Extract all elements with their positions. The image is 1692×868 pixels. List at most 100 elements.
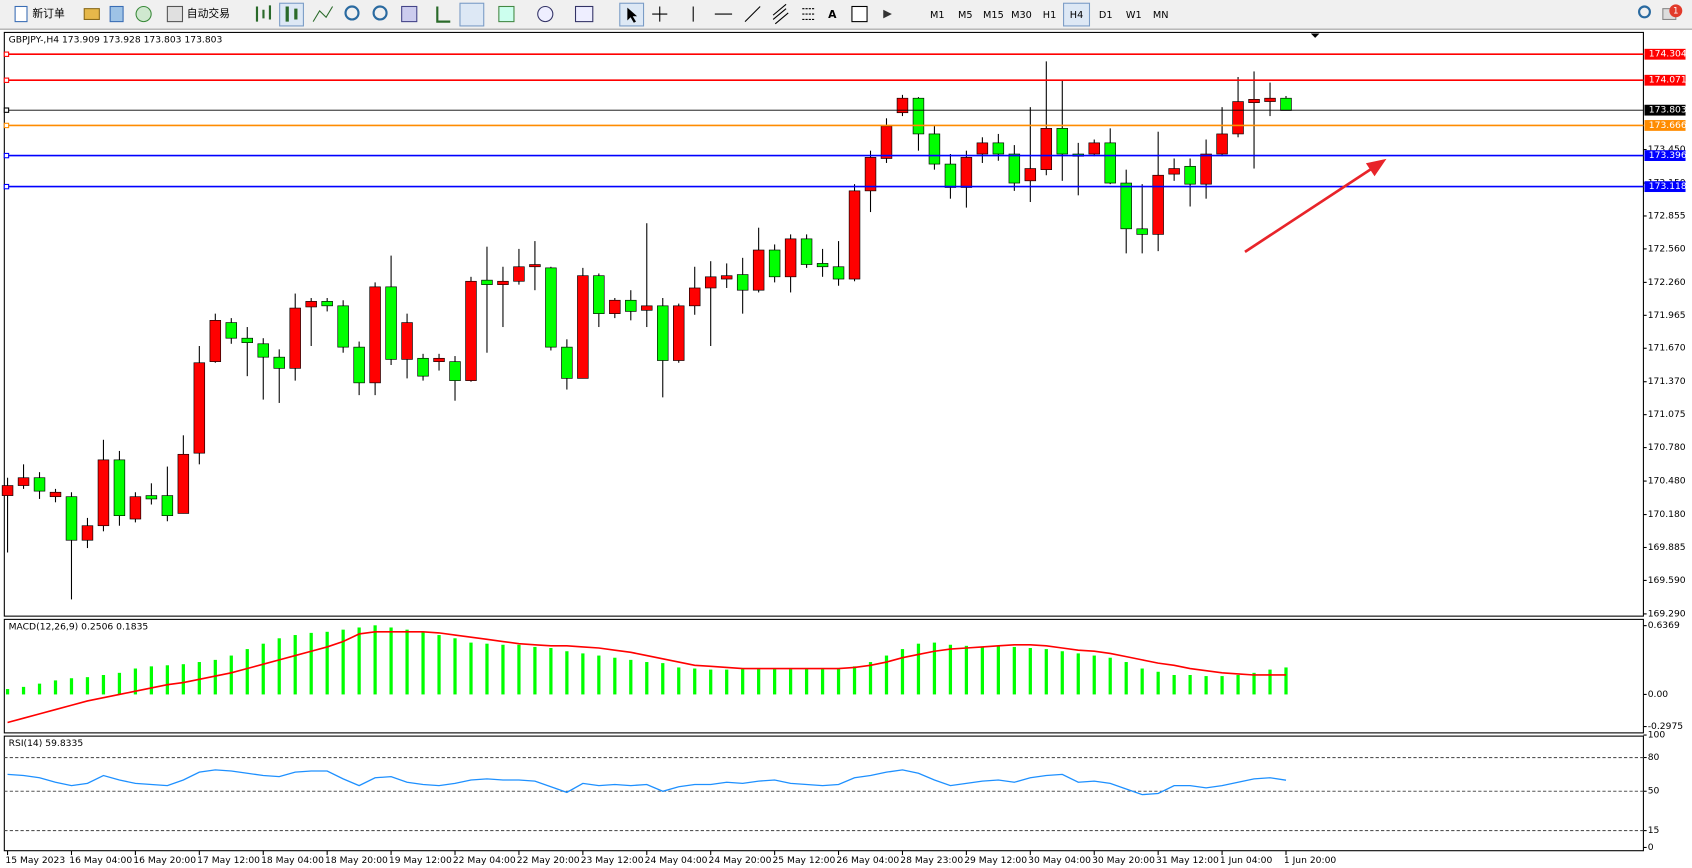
candle-body — [497, 280, 509, 285]
templates[interactable] — [574, 5, 594, 23]
y-tick-label: 0.00 — [1648, 689, 1669, 700]
rsi-pane — [3, 735, 1644, 852]
candle-body — [928, 133, 941, 165]
notification-badge[interactable] — [1669, 4, 1683, 18]
chart-shift[interactable] — [459, 2, 485, 27]
macd-bar — [1268, 669, 1272, 695]
bar-chart-icon[interactable] — [255, 5, 272, 22]
candle-body — [561, 346, 573, 379]
candle-body — [193, 362, 206, 454]
y-tick-label: 170.180 — [1648, 509, 1686, 520]
y-tick-label: 171.075 — [1648, 409, 1686, 420]
candle-body — [177, 453, 190, 514]
fibo-tool[interactable] — [802, 8, 816, 20]
text-tool[interactable]: A — [828, 8, 837, 21]
timeframe-button[interactable]: W1 — [1126, 10, 1142, 21]
candle-body — [704, 276, 717, 289]
candle-body — [481, 279, 493, 285]
candle-body — [385, 286, 397, 360]
channel-tool[interactable] — [772, 3, 789, 25]
macd-bar — [1028, 648, 1032, 695]
timeframe-button[interactable]: M15 — [983, 10, 1004, 21]
candle-body — [1008, 153, 1021, 184]
crosshair-tool[interactable] — [652, 6, 668, 22]
trendline-tool[interactable] — [744, 6, 761, 23]
y-tick-label: 171.670 — [1648, 343, 1686, 354]
level-handle — [3, 77, 10, 83]
macd-bar — [101, 674, 106, 695]
candle-body — [944, 163, 957, 188]
macd-bar — [53, 680, 58, 695]
macd-bar — [325, 631, 329, 695]
level-handle — [3, 107, 10, 113]
timeframe-button[interactable]: M1 — [930, 10, 945, 21]
level-label-bg — [1644, 181, 1686, 193]
macd-bar — [309, 632, 313, 695]
icon[interactable] — [135, 5, 152, 23]
macd-bar — [517, 644, 521, 695]
indicators[interactable] — [498, 5, 515, 23]
arrows-tool[interactable] — [883, 9, 892, 19]
candle-body — [784, 238, 797, 278]
candle-body — [800, 238, 813, 265]
toolbar-bg — [0, 0, 1692, 30]
candle-body — [1024, 168, 1037, 182]
y-tick-label: 169.590 — [1648, 575, 1686, 586]
y-tick-label: 171.370 — [1648, 376, 1686, 387]
periods[interactable] — [537, 5, 554, 23]
macd-bar — [501, 644, 505, 695]
line-chart-icon[interactable] — [312, 6, 334, 22]
autotrade-button[interactable]: 自动交易 — [187, 6, 230, 20]
timeframe-button[interactable]: H1 — [1043, 10, 1056, 21]
macd-bar — [788, 668, 793, 695]
candle-body — [625, 299, 637, 312]
search[interactable] — [1638, 5, 1651, 19]
macd-bar — [1236, 674, 1240, 695]
macd-bar — [181, 664, 185, 695]
macd-bar — [709, 669, 713, 695]
autotrade-icon[interactable] — [166, 5, 184, 23]
candle-body — [1152, 174, 1164, 235]
candle-body — [1056, 128, 1069, 155]
candle-body — [449, 361, 461, 381]
level-label-bg — [1644, 150, 1686, 161]
timeframe-button[interactable]: M30 — [1011, 10, 1032, 21]
macd-bar — [741, 668, 745, 695]
macd-bar — [948, 644, 953, 695]
x-tick-label: 23 May 12:00 — [581, 855, 644, 866]
macd-bar — [453, 638, 457, 695]
pane-title: MACD(12,26,9) 0.2506 0.1835 — [9, 621, 149, 632]
y-tick-label: 80 — [1648, 752, 1660, 763]
new-order-button[interactable]: 新订单 — [32, 6, 65, 20]
icon[interactable] — [83, 8, 100, 20]
macd-bar — [1124, 662, 1128, 695]
candle-body — [273, 356, 285, 369]
pane-title: GBPJPY-,H4 173.909 173.928 173.803 173.8… — [9, 34, 223, 45]
timeframe-button[interactable]: M5 — [958, 10, 973, 21]
autoscroll[interactable] — [436, 6, 451, 23]
zoom-out[interactable] — [372, 5, 388, 21]
macd-bar — [1092, 655, 1096, 695]
candle-body — [1, 485, 14, 496]
candle-body — [513, 266, 525, 282]
y-tick-label: 169.290 — [1648, 608, 1686, 619]
macd-bar — [693, 668, 697, 695]
candle-body — [337, 305, 349, 348]
tile-windows[interactable] — [401, 5, 418, 23]
label-tool[interactable] — [851, 5, 868, 23]
timeframe-button[interactable]: H4 — [1070, 10, 1083, 21]
timeframe-button[interactable]: D1 — [1099, 10, 1113, 21]
macd-bar — [836, 668, 841, 695]
icon[interactable] — [109, 5, 124, 23]
timeframe-button[interactable]: MN — [1153, 10, 1169, 21]
y-tick-label: 50 — [1648, 786, 1660, 797]
macd-bar — [229, 655, 233, 695]
candle-body — [593, 275, 605, 314]
candle-body — [976, 142, 989, 155]
macd-bar — [1188, 674, 1192, 695]
zoom-in[interactable] — [344, 5, 360, 21]
new-order-icon[interactable] — [14, 5, 28, 23]
level-label: 173.118 — [1649, 181, 1687, 192]
candle-body — [832, 266, 845, 280]
candle-chart-icon[interactable] — [279, 2, 304, 27]
